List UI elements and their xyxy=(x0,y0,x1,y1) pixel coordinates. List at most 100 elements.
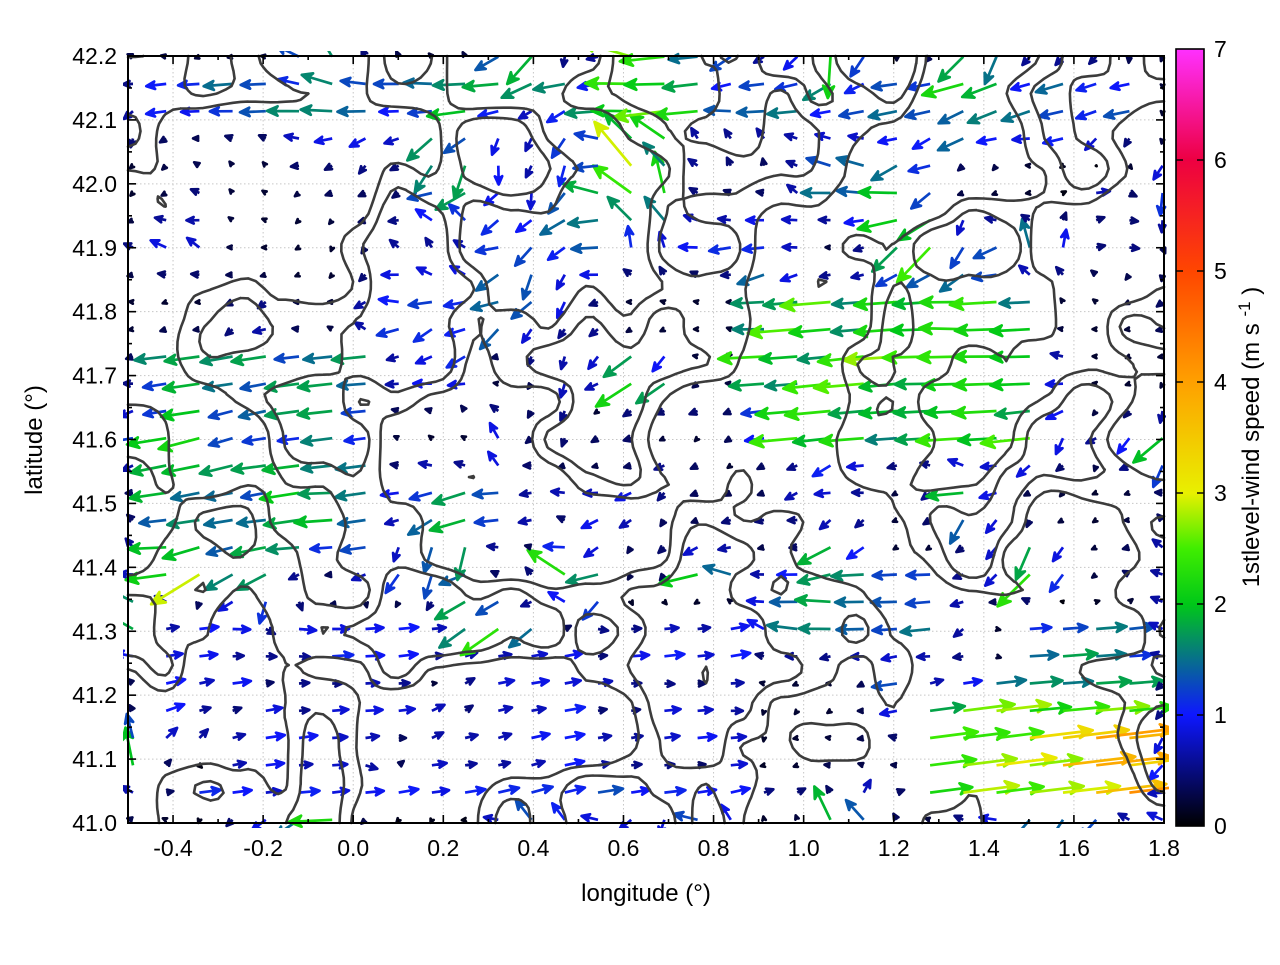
wind-arrow xyxy=(464,785,487,796)
wind-arrow xyxy=(991,163,999,172)
wind-arrow xyxy=(127,217,135,224)
wind-arrow xyxy=(1091,326,1098,333)
wind-arrow xyxy=(297,487,333,500)
wind-arrow xyxy=(1091,353,1098,360)
colorbar-tick-label: 1 xyxy=(1214,702,1227,728)
wind-arrow xyxy=(473,516,499,528)
wind-arrow xyxy=(392,434,400,441)
wind-arrow xyxy=(191,134,200,143)
wind-arrow xyxy=(165,623,180,633)
wind-arrow xyxy=(194,298,201,306)
wind-arrow xyxy=(1123,490,1131,496)
wind-arrow xyxy=(550,801,566,821)
wind-arrow xyxy=(591,462,599,470)
wind-arrow xyxy=(825,784,834,795)
wind-arrow xyxy=(199,705,212,714)
wind-arrow xyxy=(564,703,587,714)
wind-arrow xyxy=(531,759,546,769)
wind-arrow xyxy=(1023,490,1032,497)
wind-arrow xyxy=(1116,437,1131,455)
y-tick-label: 41.0 xyxy=(72,810,117,836)
wind-arrow xyxy=(823,761,831,769)
wind-arrow xyxy=(631,760,643,770)
wind-arrow xyxy=(522,461,532,470)
wind-arrow xyxy=(890,761,898,769)
wind-arrow xyxy=(492,380,500,387)
wind-arrow xyxy=(792,734,799,742)
wind-arrow xyxy=(693,435,701,443)
wind-arrow xyxy=(232,759,248,769)
wind-arrow xyxy=(497,731,513,741)
wind-arrow xyxy=(294,244,302,251)
wind-arrow xyxy=(688,407,699,416)
wind-arrow xyxy=(226,244,234,251)
y-tick-label: 41.2 xyxy=(72,682,117,708)
wind-arrow xyxy=(1129,649,1153,661)
x-tick-label: 1.2 xyxy=(878,835,910,861)
wind-arrow xyxy=(497,704,514,714)
x-tick-label: -0.4 xyxy=(153,835,193,861)
wind-arrow xyxy=(300,461,333,474)
wind-arrow xyxy=(425,601,435,612)
wind-arrow xyxy=(1021,597,1031,606)
wind-arrow xyxy=(326,325,334,332)
wind-arrow xyxy=(924,816,932,823)
wind-arrow xyxy=(887,733,898,742)
wind-arrow xyxy=(1124,380,1132,387)
wind-arrow xyxy=(1054,437,1065,456)
wind-arrow xyxy=(862,778,872,794)
wind-arrow xyxy=(925,544,933,551)
wind-arrow xyxy=(526,409,535,419)
wind-arrow xyxy=(507,627,533,649)
wind-arrow xyxy=(756,462,766,471)
wind-arrow xyxy=(265,731,287,742)
wind-arrow xyxy=(329,245,336,253)
wind-arrow xyxy=(830,569,864,582)
wind-arrow xyxy=(947,457,964,468)
wind-arrow xyxy=(398,678,411,688)
wind-arrow xyxy=(630,785,652,796)
wind-arrow xyxy=(517,516,532,526)
wind-arrow xyxy=(531,677,551,687)
wind-arrow xyxy=(597,651,609,661)
wind-arrow xyxy=(584,382,599,391)
wind-arrow xyxy=(915,652,931,662)
wind-arrow xyxy=(730,785,751,796)
wind-arrow xyxy=(564,677,583,687)
wind-arrow xyxy=(199,785,222,797)
wind-arrow xyxy=(438,627,466,649)
wind-arrow xyxy=(726,462,734,470)
wind-arrow xyxy=(138,516,167,528)
wind-arrow xyxy=(192,325,200,333)
wind-arrow xyxy=(988,378,1030,392)
wind-arrow xyxy=(880,653,898,663)
wind-arrow xyxy=(365,762,379,772)
wind-arrow xyxy=(1093,598,1101,605)
wind-arrow xyxy=(914,433,964,448)
wind-arrow xyxy=(796,573,831,586)
wind-arrow xyxy=(833,596,864,608)
wind-arrow xyxy=(963,676,983,687)
wind-arrow xyxy=(727,379,765,392)
wind-arrow xyxy=(384,573,400,595)
wind-arrow xyxy=(298,624,318,635)
wind-arrow xyxy=(1057,517,1065,524)
wind-arrow xyxy=(431,703,446,713)
wind-arrow xyxy=(856,707,864,715)
wind-arrow xyxy=(1151,538,1164,549)
x-tick-label: 1.8 xyxy=(1148,835,1180,861)
wind-arrow xyxy=(697,650,715,661)
wind-arrow xyxy=(232,624,252,635)
wind-arrow xyxy=(765,620,798,633)
wind-arrow xyxy=(783,406,831,422)
wind-arrow xyxy=(1024,189,1032,196)
wind-arrow xyxy=(692,299,700,306)
wind-arrow xyxy=(1048,573,1065,594)
wind-arrow xyxy=(984,519,998,535)
wind-arrow xyxy=(163,758,173,768)
wind-arrow xyxy=(793,594,831,607)
wind-arrow xyxy=(1123,517,1130,524)
y-tick-label: 41.5 xyxy=(72,490,117,516)
wind-arrow xyxy=(296,380,333,393)
